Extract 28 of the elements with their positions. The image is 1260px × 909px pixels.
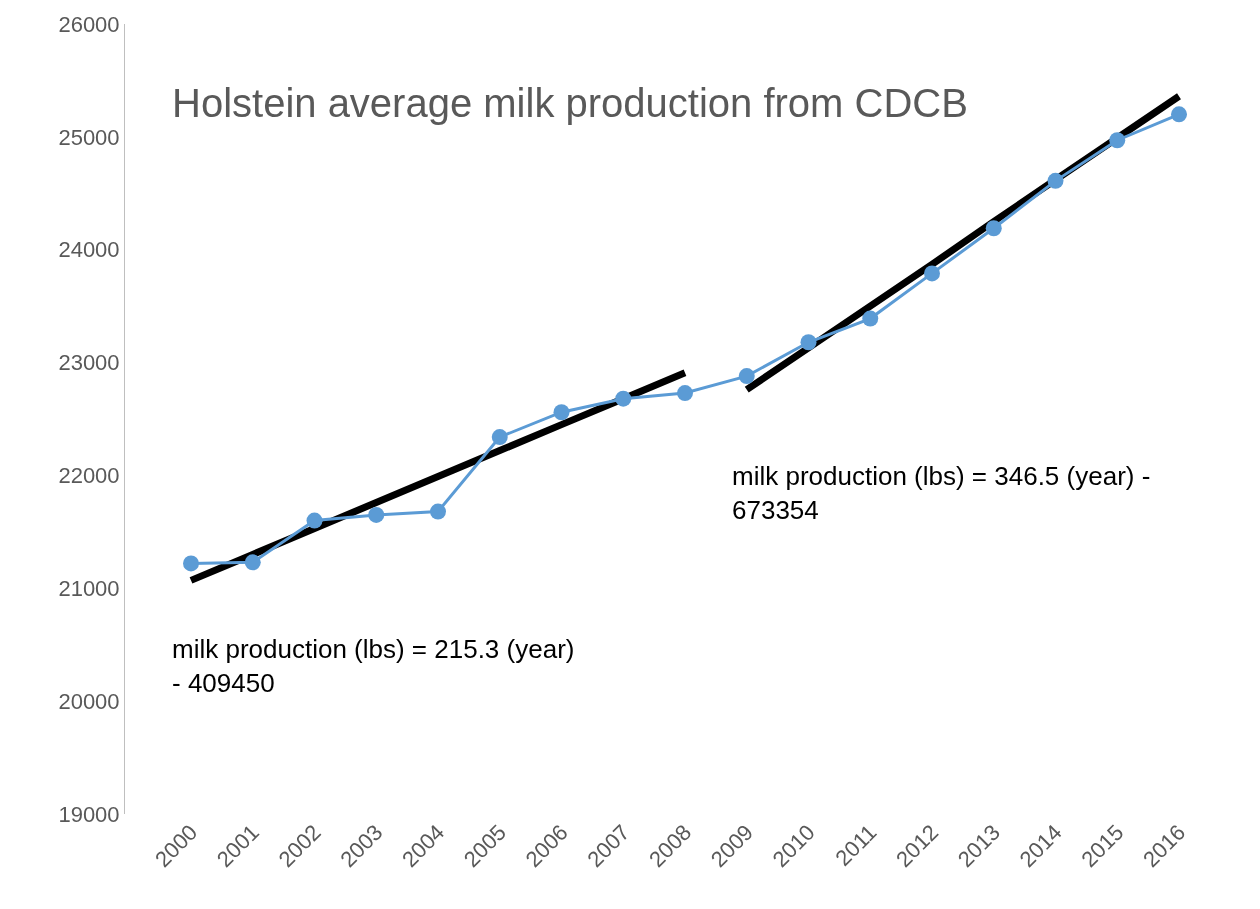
point: [491, 429, 508, 446]
y-tick-label: 25000: [58, 124, 120, 150]
point: [1047, 172, 1064, 189]
y-tick-label: 19000: [58, 801, 120, 827]
point: [306, 512, 323, 529]
y-tick-label: 26000: [58, 11, 120, 37]
point: [985, 220, 1002, 237]
y-tick-label: 21000: [58, 575, 120, 601]
y-tick-label: 24000: [58, 237, 120, 263]
point: [924, 265, 940, 282]
point: [553, 404, 570, 421]
point: [862, 310, 879, 327]
point: [615, 390, 632, 407]
point: [677, 385, 693, 402]
point: [368, 506, 385, 523]
point: [800, 334, 817, 351]
point: [430, 503, 446, 520]
y-tick-label: 23000: [58, 350, 120, 376]
annotation: milk production (lbs) = 346.5 (year) - 673354: [732, 461, 1151, 525]
point: [1109, 132, 1126, 149]
text: Holstein average milk production from CDCB: [172, 81, 968, 125]
point: [738, 368, 755, 385]
point: [183, 555, 199, 572]
point: [1171, 106, 1187, 123]
annotation: milk production (lbs) = 215.3 (year) - 409450: [172, 634, 575, 698]
point: [244, 554, 261, 571]
y-tick-label: 22000: [58, 463, 120, 489]
y-tick-label: 20000: [58, 688, 120, 714]
